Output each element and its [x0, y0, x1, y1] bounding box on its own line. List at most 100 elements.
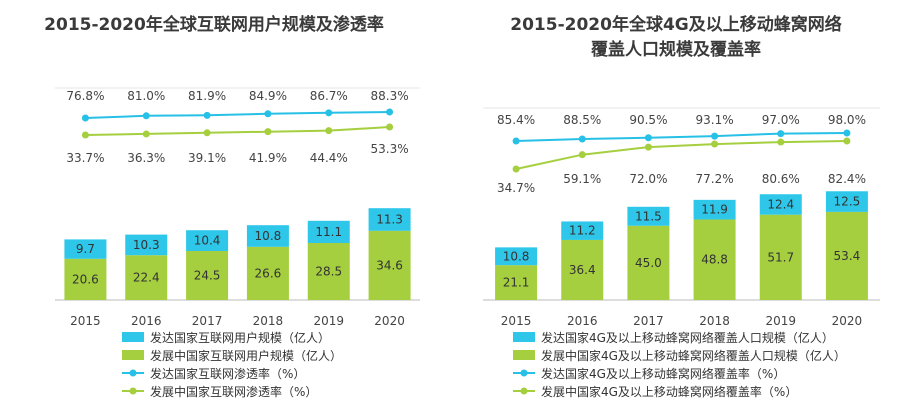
x-tick-2020: 2020: [832, 314, 863, 328]
point-developing-2015: [512, 165, 520, 173]
point-developed-2016: [142, 112, 150, 120]
point-developing-2018: [264, 128, 272, 136]
bar-developed-2017: [627, 206, 670, 226]
rate-label-developing-2016: 36.3%: [127, 151, 165, 165]
point-developed-2018: [711, 132, 719, 140]
point-developing-2015: [81, 131, 89, 139]
bar-developed-2020: [368, 208, 411, 231]
legend-swatch-developing-bar: [513, 350, 535, 360]
rate-label-developing-2017: 72.0%: [629, 172, 667, 186]
bar-developing-2016: [561, 239, 604, 300]
bar-label-developing-2020: 34.6: [376, 258, 403, 272]
x-tick-2020: 2020: [374, 314, 405, 328]
x-tick-2015: 2015: [70, 314, 101, 328]
rate-label-developed-2019: 97.0%: [762, 113, 800, 127]
legend-swatch-developed-bar: [122, 332, 144, 342]
bar-developing-2020: [368, 230, 411, 300]
point-developed-2015: [81, 114, 89, 122]
bar-label-developed-2018: 10.8: [255, 229, 282, 243]
bar-label-developing-2020: 53.4: [834, 249, 861, 263]
point-developing-2017: [203, 129, 211, 137]
point-developing-2018: [711, 140, 719, 148]
legend-swatch-developing-bar: [122, 350, 144, 360]
point-developed-2016: [578, 135, 586, 143]
bar-developed-2015: [64, 239, 107, 259]
x-tick-2018: 2018: [699, 314, 730, 328]
legend-marker-developed: [129, 369, 137, 377]
chart2-title-line1: 2015-2020年全球4G及以上移动蜂窝网络: [510, 14, 841, 35]
line-developing-rate: [85, 126, 390, 136]
point-developing-2019: [325, 127, 333, 135]
bar-label-developed-2015: 10.8: [503, 249, 530, 263]
rate-label-developed-2018: 93.1%: [696, 113, 734, 127]
line-developed-rate: [85, 111, 390, 119]
legend-label-3: 发达国家4G及以上移动蜂窝网络覆盖率（%）: [541, 366, 785, 381]
bar-developing-2018: [246, 246, 289, 300]
point-developing-2016: [142, 130, 150, 138]
bar-label-developing-2017: 24.5: [194, 269, 221, 283]
bar-developing-2017: [627, 225, 670, 300]
bar-label-developed-2015: 9.7: [76, 242, 95, 256]
point-developing-2020: [843, 137, 851, 145]
point-developed-2019: [777, 130, 785, 138]
rate-label-developed-2016: 88.5%: [563, 113, 601, 127]
chart2-title-line2: 覆盖人口规模及覆盖率: [591, 39, 761, 60]
x-tick-2019: 2019: [765, 314, 796, 328]
bar-developed-2018: [693, 199, 736, 220]
legend-label-2: 发展中国家互联网用户规模（亿人）: [150, 348, 342, 363]
rate-label-developing-2019: 44.4%: [310, 151, 348, 165]
point-developed-2017: [203, 111, 211, 119]
bar-developing-2016: [125, 255, 168, 300]
x-tick-2017: 2017: [633, 314, 664, 328]
bar-developing-2020: [825, 211, 868, 300]
bar-label-developing-2017: 45.0: [635, 256, 662, 270]
bar-label-developed-2017: 10.4: [194, 234, 221, 248]
rate-label-developed-2017: 90.5%: [629, 113, 667, 127]
legend-label-4: 发展中国家互联网渗透率（%）: [150, 384, 317, 399]
legend-chart1: 发达国家互联网用户规模（亿人） 发展中国家互联网用户规模（亿人） 发达国家互联网渗透…: [122, 330, 342, 399]
rate-label-developing-2018: 41.9%: [249, 151, 287, 165]
legend-label-1: 发达国家4G及以上移动蜂窝网络覆盖人口规模（亿人）: [541, 330, 834, 345]
point-developing-2016: [578, 151, 586, 159]
bar-label-developing-2019: 51.7: [767, 250, 794, 264]
bar-developing-2015: [495, 265, 538, 300]
x-tick-2016: 2016: [131, 314, 162, 328]
legend-label-4: 发展中国家4G及以上移动蜂窝网络覆盖率（%）: [541, 384, 797, 399]
rate-label-developed-2019: 86.7%: [310, 89, 348, 103]
bar-label-developing-2015: 21.1: [503, 276, 530, 290]
x-tick-2018: 2018: [253, 314, 284, 328]
bar-label-developing-2018: 26.6: [255, 266, 282, 280]
point-developed-2017: [644, 134, 652, 142]
bar-developing-2017: [186, 251, 229, 300]
rate-label-developed-2018: 84.9%: [249, 89, 287, 103]
bar-developed-2017: [186, 230, 229, 251]
point-developing-2019: [777, 138, 785, 146]
x-tick-2019: 2019: [313, 314, 344, 328]
rate-label-developing-2016: 59.1%: [563, 172, 601, 186]
bar-label-developed-2020: 11.3: [376, 213, 403, 227]
legend-swatch-developed-bar: [513, 332, 535, 342]
point-developed-2020: [843, 129, 851, 137]
bar-developing-2019: [759, 214, 802, 300]
bar-developed-2019: [759, 194, 802, 215]
rate-label-developed-2017: 81.9%: [188, 89, 226, 103]
bar-label-developed-2018: 11.9: [701, 203, 728, 217]
rate-label-developed-2016: 81.0%: [127, 89, 165, 103]
rate-label-developed-2015: 85.4%: [497, 113, 535, 127]
rate-label-developing-2015: 33.7%: [66, 151, 104, 165]
rate-label-developing-2015: 34.7%: [497, 181, 535, 195]
bar-label-developing-2018: 48.8: [701, 253, 728, 267]
legend-marker-developing: [520, 387, 528, 395]
bar-developed-2018: [246, 225, 289, 247]
rate-label-developing-2018: 77.2%: [696, 172, 734, 186]
rate-label-developing-2020: 82.4%: [828, 172, 866, 186]
rate-label-developed-2015: 76.8%: [66, 89, 104, 103]
bar-developed-2016: [125, 234, 168, 256]
legend-label-2: 发展中国家4G及以上移动蜂窝网络覆盖人口规模（亿人）: [541, 348, 846, 363]
chart2-plot: 21.1 10.8 2015 36.4 11.2 2016 45.0 11.5 2017 48.8…: [483, 107, 880, 399]
point-developed-2020: [386, 108, 394, 116]
point-developed-2015: [512, 137, 520, 145]
rate-label-developed-2020: 88.3%: [371, 89, 409, 103]
legend-label-1: 发达国家互联网用户规模（亿人）: [150, 330, 330, 345]
